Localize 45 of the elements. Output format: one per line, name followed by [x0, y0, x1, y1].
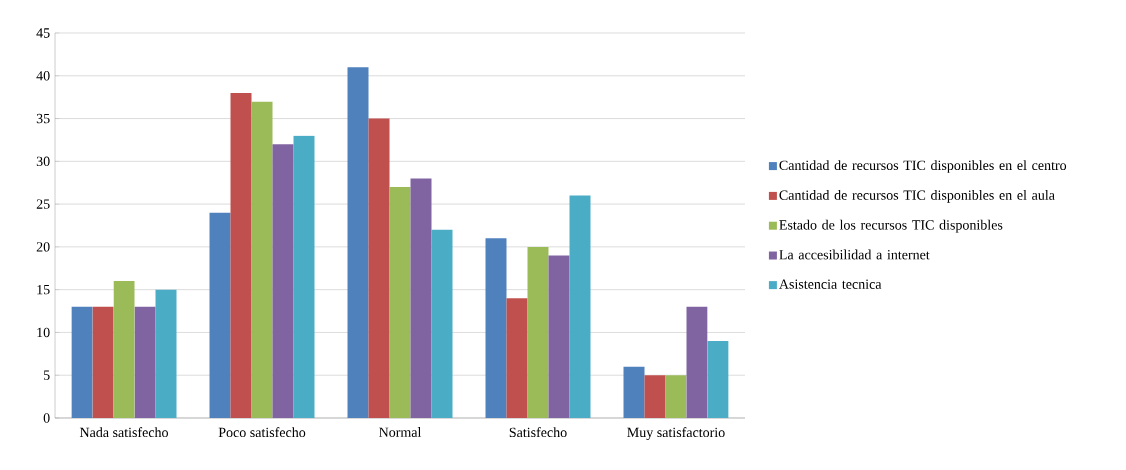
y-tick-label: 10: [37, 327, 50, 338]
legend-label: Estado de los recursos TIC disponibles: [779, 219, 1003, 233]
legend-label: Asistencia tecnica: [779, 279, 882, 289]
bar: [272, 144, 294, 418]
bar: [389, 186, 411, 418]
bar: [230, 92, 252, 418]
bar: [431, 229, 453, 418]
bar: [410, 178, 432, 418]
legend-label: Cantidad de recursos TIC disponibles en el centro: [779, 160, 1067, 173]
y-tick-label: 15: [37, 284, 50, 295]
bar: [368, 118, 390, 418]
bar: [665, 375, 687, 418]
y-tick-label: 45: [36, 28, 50, 38]
bar: [623, 366, 645, 418]
bar: [134, 306, 156, 418]
bar: [707, 340, 729, 418]
x-tick-label: Muy satisfactorio: [627, 427, 725, 440]
y-tick-label: 25: [36, 199, 50, 209]
x-tick-label: Normal: [379, 427, 422, 437]
y-tick-label: 30: [36, 156, 50, 167]
bar: [293, 135, 315, 418]
bar: [548, 255, 570, 418]
bar: [686, 306, 708, 418]
legend-label: La accesibilidad a internet: [779, 249, 930, 260]
bar: [92, 306, 114, 418]
y-tick-label: 35: [36, 113, 50, 124]
bar: [209, 212, 231, 418]
bar: [347, 67, 369, 418]
x-tick-label: Satisfecho: [509, 427, 567, 438]
bar: [569, 195, 591, 418]
y-tick-label: 5: [43, 370, 50, 380]
bar: [485, 238, 507, 418]
y-tick-label: 40: [36, 71, 50, 81]
bar: [527, 246, 549, 418]
bar: [155, 289, 177, 418]
bar: [251, 101, 273, 418]
y-tick-label: 0: [43, 413, 50, 423]
bar: [506, 298, 528, 418]
x-tick-label: Nada satisfecho: [79, 427, 168, 438]
bar: [113, 281, 135, 418]
y-tick-label: 20: [36, 242, 50, 252]
bar: [644, 375, 666, 418]
x-tick-label: Poco satisfecho: [218, 427, 306, 438]
legend-label: Cantidad de recursos TIC disponibles en el aula: [779, 189, 1055, 203]
bar: [71, 306, 93, 418]
